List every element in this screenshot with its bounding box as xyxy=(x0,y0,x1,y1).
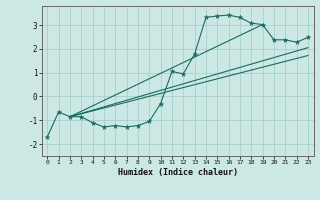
X-axis label: Humidex (Indice chaleur): Humidex (Indice chaleur) xyxy=(118,168,237,177)
